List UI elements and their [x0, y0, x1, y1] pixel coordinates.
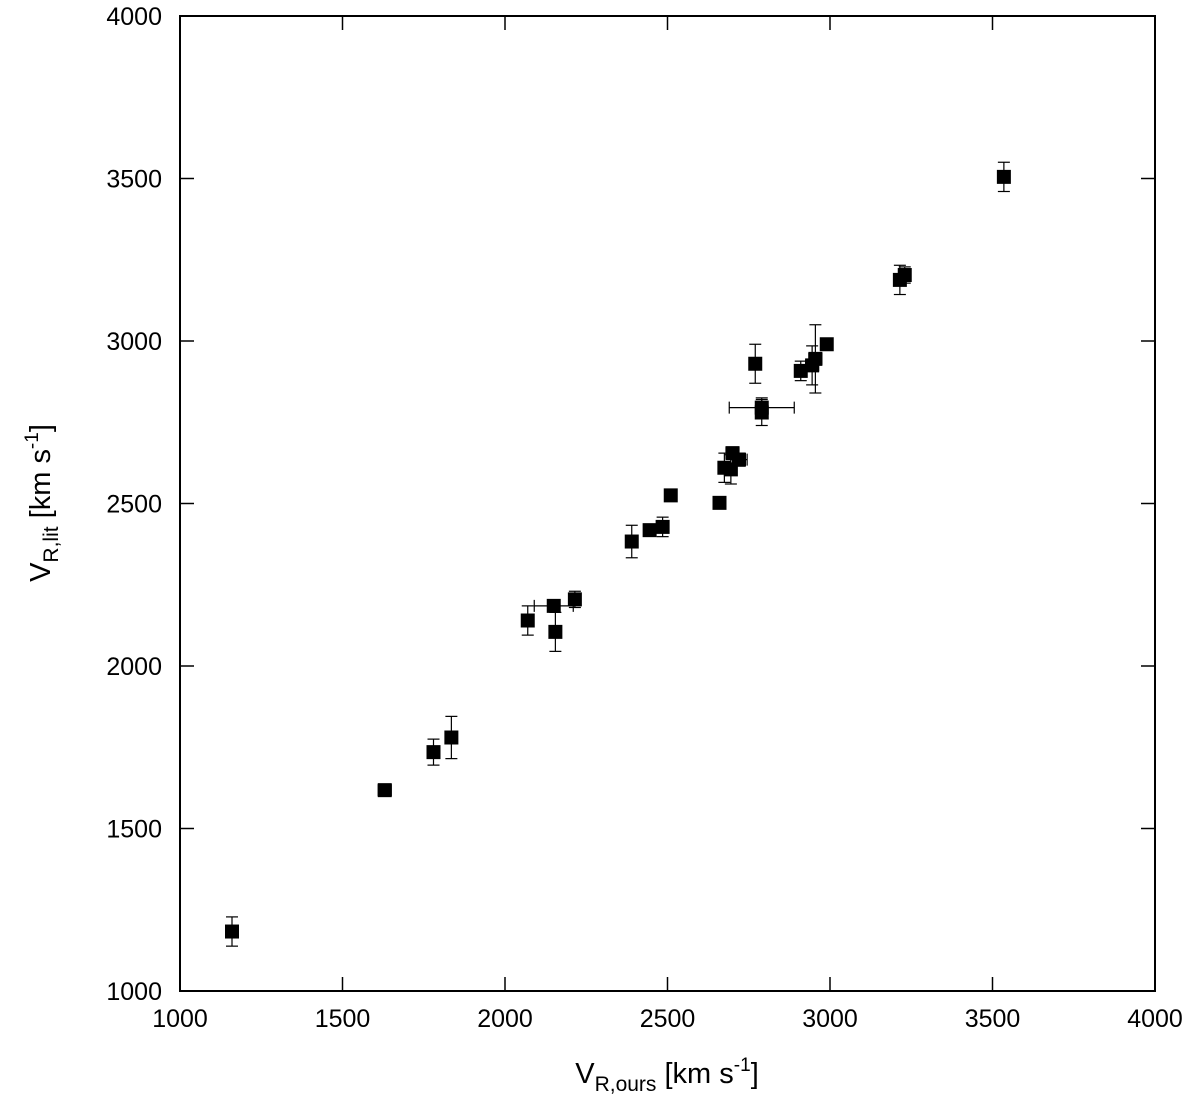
data-point: [655, 519, 670, 534]
data-point: [426, 745, 441, 760]
data-point: [732, 452, 746, 467]
data-point: [548, 624, 563, 639]
y-tick-label: 4000: [106, 3, 162, 31]
data-point: [567, 592, 582, 607]
data-point: [819, 337, 834, 352]
data-point: [377, 783, 392, 798]
y-tick-labels: 1000 1500 2000 2500 3000 3500 4000: [106, 3, 162, 1006]
x-tick-label: 3500: [965, 1005, 1021, 1033]
y-tick-label: 2000: [106, 653, 162, 681]
y-tick-label: 2500: [106, 491, 162, 519]
data-point: [712, 495, 727, 510]
data-point: [663, 488, 678, 503]
data-point: [748, 356, 763, 371]
x-tick-labels: 1000 1500 2000 2500 3000 3500 4000: [152, 1005, 1183, 1033]
x-tick-label: 4000: [1127, 1005, 1183, 1033]
data-point: [624, 534, 639, 549]
data-point: [444, 730, 459, 745]
data-point: [996, 169, 1011, 184]
data-point: [225, 924, 239, 939]
x-tick-label: 2000: [477, 1005, 533, 1033]
data-point: [793, 363, 808, 378]
x-axis-label: VR,ours [km s-1]: [575, 1055, 759, 1096]
x-tick-label: 1500: [315, 1005, 371, 1033]
y-tick-label: 3000: [106, 328, 162, 356]
data-point: [808, 351, 823, 366]
data-point: [546, 598, 561, 613]
y-tick-label: 1500: [106, 816, 162, 844]
data-point: [520, 613, 535, 628]
y-tick-label: 1000: [106, 978, 162, 1006]
x-tick-label: 1000: [152, 1005, 208, 1033]
data-points: [225, 169, 1011, 939]
y-tick-label: 3500: [106, 166, 162, 194]
plot-frame: [179, 15, 1156, 992]
x-tick-label: 2500: [640, 1005, 696, 1033]
x-tick-label: 3000: [802, 1005, 858, 1033]
data-point: [754, 405, 769, 420]
error-bars: [226, 161, 1010, 947]
data-point: [642, 523, 657, 538]
data-point: [897, 268, 912, 283]
y-axis-label: VR,lit [km s-1]: [22, 424, 63, 582]
